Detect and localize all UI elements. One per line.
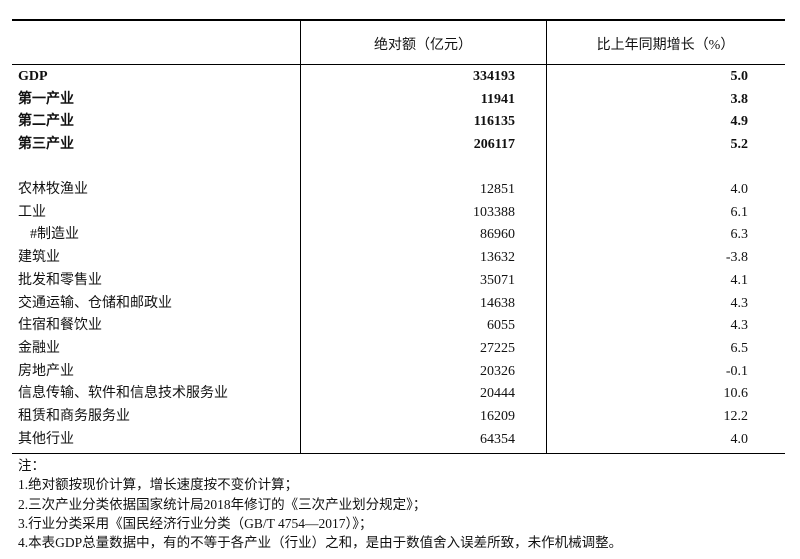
note-item: 4.本表GDP总量数据中，有的不等于各产业（行业）之和，是由于数值舍入误差所致，… xyxy=(18,535,623,551)
table-bottom-rule xyxy=(12,453,785,454)
table-row: 房地产业 20326 -0.1 xyxy=(0,361,800,383)
absolute-value: 16209 xyxy=(480,409,515,424)
table-row: GDP 334193 5.0 xyxy=(0,66,800,88)
row-label: 农林牧渔业 xyxy=(18,182,88,197)
absolute-value: 103388 xyxy=(473,204,515,220)
absolute-value: 11941 xyxy=(480,91,515,107)
row-label: 金融业 xyxy=(18,340,60,356)
note-item: 1.绝对额按现价计算，增长速度按不变价计算； xyxy=(18,477,299,493)
column-divider xyxy=(300,21,301,453)
row-label: 工业 xyxy=(18,204,46,220)
absolute-value: 35071 xyxy=(480,272,515,288)
row-label: 其他行业 xyxy=(18,431,74,447)
absolute-value: 206117 xyxy=(473,137,515,153)
row-label: 房地产业 xyxy=(18,363,74,379)
growth-value: -3.8 xyxy=(725,250,748,266)
growth-value: 3.8 xyxy=(730,91,749,107)
growth-value: -0.1 xyxy=(725,363,748,379)
growth-value: 10.6 xyxy=(723,386,749,402)
note-item: 3.行业分类采用《国民经济行业分类（GB/T 4754—2017）》； xyxy=(18,515,373,531)
row-label: 信息传输、软件和信息技术服务业 xyxy=(18,386,228,402)
header-growth: 比上年同期增长（%） xyxy=(596,38,735,53)
absolute-value: 64354 xyxy=(480,431,515,447)
table-row: 住宿和餐饮业 6055 4.3 xyxy=(0,315,800,337)
absolute-value: 13632 xyxy=(480,250,515,266)
table-row: 第一产业 11941 3.8 xyxy=(0,89,800,111)
table-row: 工业 103388 6.1 xyxy=(0,202,800,224)
growth-value: 12.2 xyxy=(723,409,749,424)
table-row: 批发和零售业 35071 4.1 xyxy=(0,270,800,292)
growth-value: 4.1 xyxy=(730,272,749,288)
row-label: 交通运输、仓储和邮政业 xyxy=(18,295,172,311)
growth-value: 4.9 xyxy=(730,114,749,130)
row-label: 租赁和商务服务业 xyxy=(18,409,130,424)
table-row: 信息传输、软件和信息技术服务业 20444 10.6 xyxy=(0,383,800,405)
row-label: 第三产业 xyxy=(18,137,74,153)
table-row: 第二产业 116135 4.9 xyxy=(0,111,800,133)
row-label: 批发和零售业 xyxy=(18,272,102,288)
table-row: 建筑业 13632 -3.8 xyxy=(0,247,800,269)
table-top-rule xyxy=(12,19,785,21)
row-label: #制造业 xyxy=(30,227,79,243)
growth-value: 4.3 xyxy=(730,295,749,311)
table-row: 交通运输、仓储和邮政业 14638 4.3 xyxy=(0,293,800,315)
growth-value: 4.0 xyxy=(730,182,749,197)
column-divider xyxy=(546,21,547,453)
growth-value: 6.1 xyxy=(730,204,749,220)
absolute-value: 27225 xyxy=(480,340,515,356)
growth-value: 6.3 xyxy=(730,227,749,243)
notes: 注： 1.绝对额按现价计算，增长速度按不变价计算； 2.三次产业分类依据国家统计… xyxy=(18,456,622,552)
absolute-value: 20444 xyxy=(480,386,515,402)
table-row: #制造业 86960 6.3 xyxy=(0,224,800,246)
growth-value: 6.5 xyxy=(730,340,749,356)
row-label: GDP xyxy=(18,69,48,84)
absolute-value: 12851 xyxy=(480,182,515,197)
table-row: 租赁和商务服务业 16209 12.2 xyxy=(0,406,800,428)
absolute-value: 6055 xyxy=(487,318,515,334)
growth-value: 4.0 xyxy=(730,431,749,447)
table-row: 金融业 27225 6.5 xyxy=(0,338,800,360)
header-absolute: 绝对额（亿元） xyxy=(374,38,472,53)
absolute-value: 116135 xyxy=(473,114,515,130)
absolute-value: 14638 xyxy=(480,295,515,311)
row-label: 住宿和餐饮业 xyxy=(18,318,102,334)
notes-title: 注： xyxy=(18,458,45,473)
row-label: 建筑业 xyxy=(18,250,60,266)
growth-value: 4.3 xyxy=(730,318,749,334)
absolute-value: 334193 xyxy=(473,69,515,84)
table-row: 农林牧渔业 12851 4.0 xyxy=(0,179,800,201)
growth-value: 5.2 xyxy=(730,137,749,153)
table-row: 第三产业 206117 5.2 xyxy=(0,134,800,156)
table-row: 其他行业 64354 4.0 xyxy=(0,429,800,451)
row-label: 第二产业 xyxy=(18,114,74,130)
growth-value: 5.0 xyxy=(730,69,749,84)
absolute-value: 20326 xyxy=(480,363,515,379)
row-label: 第一产业 xyxy=(18,91,74,107)
note-item: 2.三次产业分类依据国家统计局2018年修订的《三次产业划分规定》； xyxy=(18,496,427,512)
absolute-value: 86960 xyxy=(480,227,515,243)
header-bottom-rule xyxy=(12,64,785,65)
